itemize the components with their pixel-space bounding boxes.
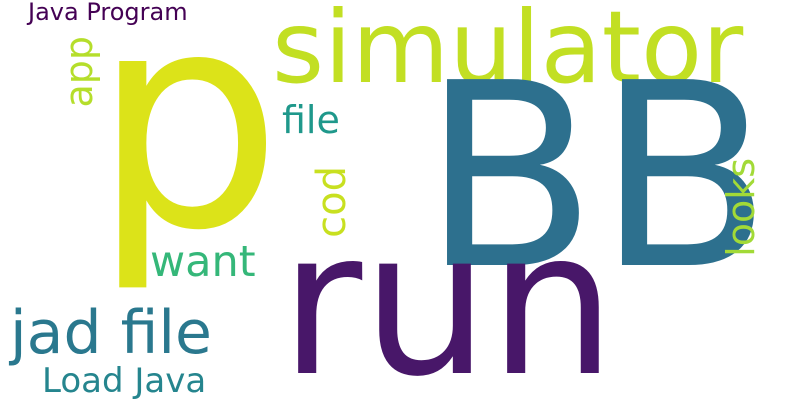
word-simulator: simulator — [272, 0, 744, 106]
word-load-java: Load Java — [42, 361, 207, 400]
word-p: p — [92, 0, 283, 296]
word-bb: BB — [422, 29, 772, 326]
word-jad-file: jad file — [10, 298, 212, 368]
word-file: file — [282, 98, 340, 142]
word-app: app — [57, 36, 101, 108]
word-run: run — [280, 188, 616, 400]
word-java-program: Java Program — [28, 0, 188, 26]
word-want: want — [150, 237, 256, 287]
word-cod: cod — [309, 166, 355, 238]
word-looks: looks — [719, 158, 763, 257]
